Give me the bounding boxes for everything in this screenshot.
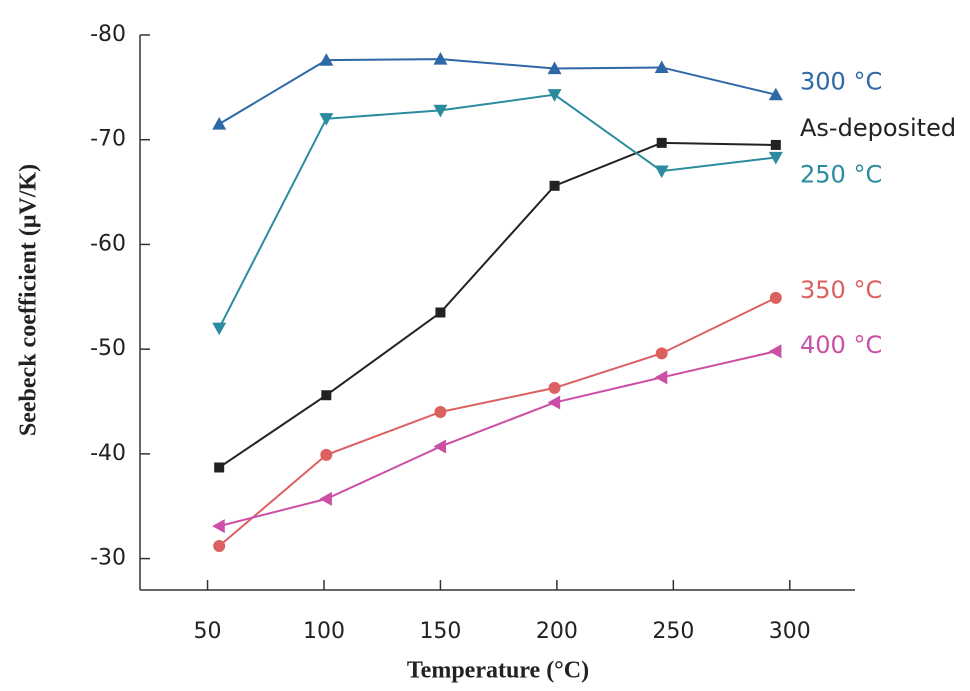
marker (654, 165, 669, 179)
marker (548, 381, 561, 394)
marker (320, 448, 333, 461)
legend-label: As-deposited (800, 114, 956, 142)
y-tick-label: -40 (90, 441, 126, 466)
marker (433, 52, 448, 65)
x-tick-label: 250 (652, 619, 694, 644)
series-line (218, 296, 777, 547)
marker (212, 117, 227, 130)
series-line (218, 93, 776, 329)
x-tick-label: 150 (419, 619, 461, 644)
x-tick-label: 100 (303, 619, 345, 644)
y-tick-label: -70 (90, 127, 126, 152)
marker (319, 491, 332, 506)
marker (654, 60, 669, 74)
x-tick-label: 50 (194, 619, 222, 644)
marker (547, 395, 561, 410)
marker (770, 139, 781, 150)
series-line (218, 141, 776, 469)
marker (768, 87, 783, 101)
marker (214, 462, 225, 473)
x-tick-label: 300 (769, 619, 811, 644)
y-axis-label: Seebeck coefficient (μV/K) (16, 164, 42, 436)
series-line (218, 350, 777, 528)
y-tick-label: -80 (90, 22, 126, 47)
legend-label: 350 °C (800, 276, 882, 304)
legend-label: 400 °C (800, 331, 882, 359)
x-axis-label: Temperature (°C) (407, 658, 589, 684)
marker (769, 291, 782, 304)
marker (433, 104, 448, 118)
marker (213, 540, 226, 553)
marker (656, 137, 667, 148)
marker (654, 370, 668, 385)
marker (433, 439, 447, 454)
legend-label: 250 °C (800, 161, 882, 189)
marker (768, 151, 783, 165)
marker (212, 519, 225, 534)
marker (434, 405, 447, 418)
marker (212, 322, 227, 336)
legend-label: 300 °C (800, 68, 882, 96)
marker (319, 53, 334, 66)
marker (547, 61, 562, 75)
marker (655, 347, 668, 360)
y-tick-label: -30 (90, 546, 126, 571)
marker (435, 307, 446, 318)
marker (549, 180, 560, 191)
x-tick-label: 200 (536, 619, 578, 644)
marker (321, 390, 332, 401)
y-tick-label: -50 (90, 336, 126, 361)
marker (768, 344, 782, 359)
marker (319, 113, 334, 126)
y-tick-label: -60 (90, 231, 126, 256)
series-line (218, 58, 777, 125)
marker (547, 89, 562, 102)
